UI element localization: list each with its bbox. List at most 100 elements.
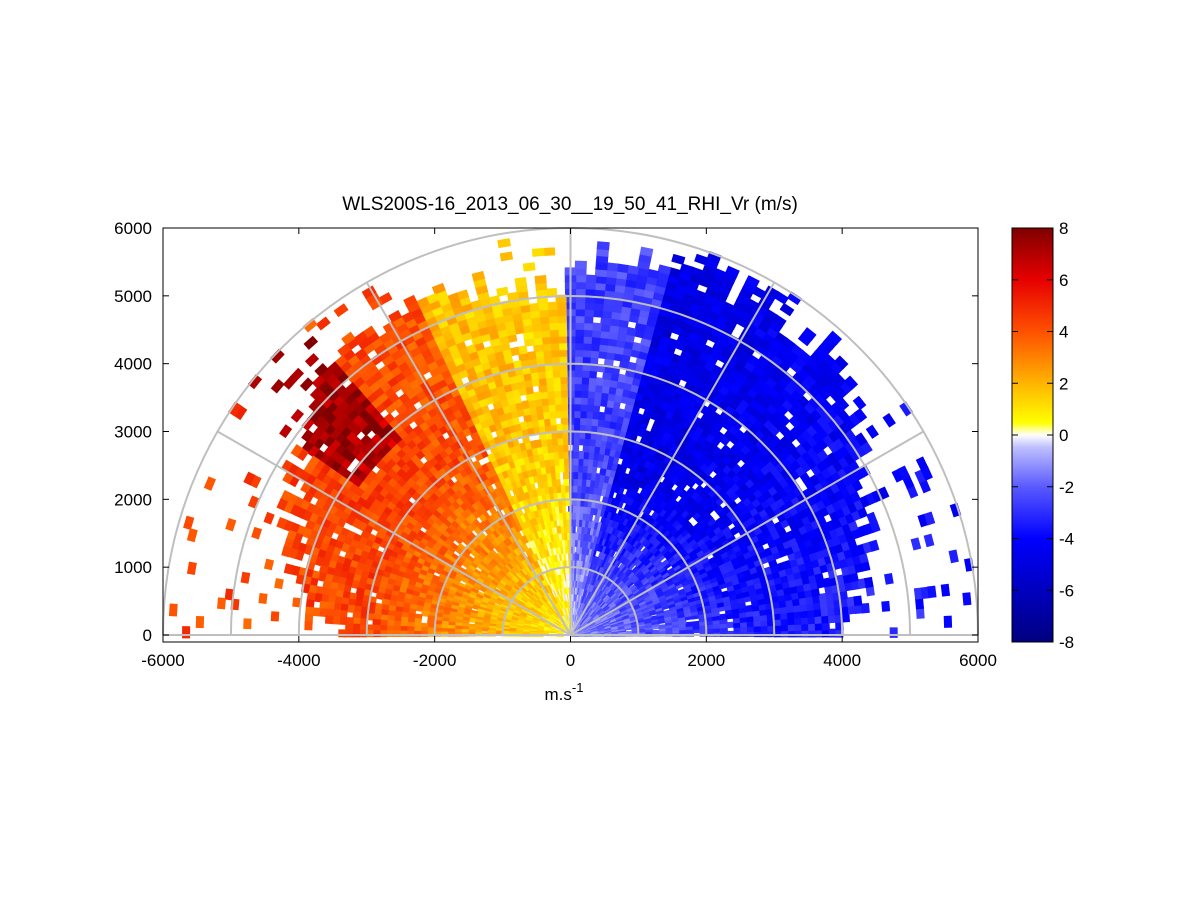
velocity-cell [915, 607, 925, 619]
velocity-cell [534, 356, 545, 366]
velocity-cell [780, 623, 790, 632]
velocity-cell [406, 300, 421, 314]
velocity-cell [692, 620, 701, 627]
velocity-cell [521, 324, 533, 334]
velocity-cell [575, 545, 581, 554]
velocity-cell [572, 416, 581, 425]
velocity-cell [546, 301, 558, 311]
velocity-cell [574, 280, 587, 290]
velocity-cell [920, 586, 930, 600]
velocity-cell [604, 269, 618, 279]
velocity-cell [706, 516, 717, 527]
velocity-cell [431, 282, 446, 295]
velocity-cell [559, 396, 569, 405]
velocity-cell [538, 390, 549, 400]
velocity-cell [779, 435, 792, 448]
velocity-cell [560, 409, 569, 419]
velocity-cell [572, 403, 581, 412]
velocity-cell [584, 417, 593, 426]
velocity-cell [889, 627, 898, 638]
velocity-cell [579, 382, 589, 392]
velocity-cell [923, 533, 935, 548]
velocity-cell [658, 624, 667, 629]
velocity-cell [590, 329, 602, 338]
velocity-cell [559, 382, 568, 391]
velocity-cell [530, 377, 540, 387]
velocity-cell [757, 353, 772, 367]
velocity-cell [706, 251, 722, 264]
velocity-cell [584, 274, 597, 284]
velocity-cell [774, 623, 783, 632]
velocity-cell [720, 525, 732, 536]
velocity-cell [562, 470, 570, 480]
velocity-cell [581, 349, 592, 358]
velocity-cell [744, 275, 760, 288]
velocity-cell [561, 437, 569, 446]
velocity-cell [838, 589, 848, 600]
velocity-cell [657, 264, 672, 276]
velocity-cell [546, 308, 558, 317]
velocity-cell [535, 281, 548, 291]
velocity-cell [539, 329, 551, 338]
velocity-cell [556, 321, 568, 330]
velocity-cell [522, 413, 533, 423]
velocity-cell [913, 587, 924, 600]
velocity-cell [786, 610, 796, 620]
velocity-cell [556, 443, 564, 453]
velocity-cell [608, 317, 621, 327]
velocity-cell [579, 389, 589, 399]
velocity-cell [601, 302, 614, 312]
velocity-cell [558, 375, 568, 385]
velocity-cell [920, 466, 933, 481]
velocity-cell [915, 456, 929, 472]
velocity-cell [857, 578, 867, 590]
velocity-cell [813, 607, 823, 617]
velocity-cell [597, 343, 609, 353]
velocity-cell [927, 585, 937, 599]
velocity-cell [639, 246, 654, 257]
velocity-cell [534, 275, 547, 284]
velocity-cell [677, 488, 688, 499]
velocity-cell [583, 423, 592, 433]
velocity-cell [596, 247, 610, 257]
velocity-cell [818, 592, 828, 603]
velocity-cell [584, 410, 594, 419]
velocity-cell [579, 403, 588, 412]
velocity-cell [545, 390, 555, 399]
velocity-cell [572, 396, 582, 405]
velocity-cell [789, 426, 802, 439]
velocity-cell [529, 316, 541, 326]
velocity-cell [882, 413, 896, 428]
velocity-cell [605, 344, 617, 354]
velocity-cell [583, 308, 595, 317]
velocity-cell [865, 492, 877, 506]
velocity-cell [471, 270, 486, 282]
velocity-cell [719, 278, 735, 291]
velocity-cell [529, 371, 539, 381]
velocity-cell [843, 580, 854, 592]
velocity-cell [611, 512, 620, 522]
velocity-cell [584, 281, 596, 290]
velocity-cell [709, 273, 725, 287]
velocity-cell [962, 592, 972, 606]
velocity-cell [877, 486, 890, 500]
velocity-cell [827, 613, 837, 624]
velocity-cell [556, 308, 567, 317]
velocity-cell [915, 597, 925, 610]
velocity-cell [558, 355, 568, 364]
velocity-cell [496, 286, 509, 297]
velocity-cell [573, 348, 584, 358]
velocity-cell [773, 618, 783, 626]
velocity-cell [799, 602, 809, 612]
velocity-cell [634, 549, 643, 559]
velocity-cell [608, 378, 619, 389]
velocity-cell [844, 375, 859, 390]
velocity-cell [814, 614, 823, 624]
velocity-cell [891, 468, 904, 483]
velocity-cell [556, 525, 562, 535]
velocity-cell [548, 328, 559, 338]
velocity-cell [616, 373, 627, 383]
velocity-cell [572, 423, 581, 432]
velocity-cell [523, 526, 532, 536]
